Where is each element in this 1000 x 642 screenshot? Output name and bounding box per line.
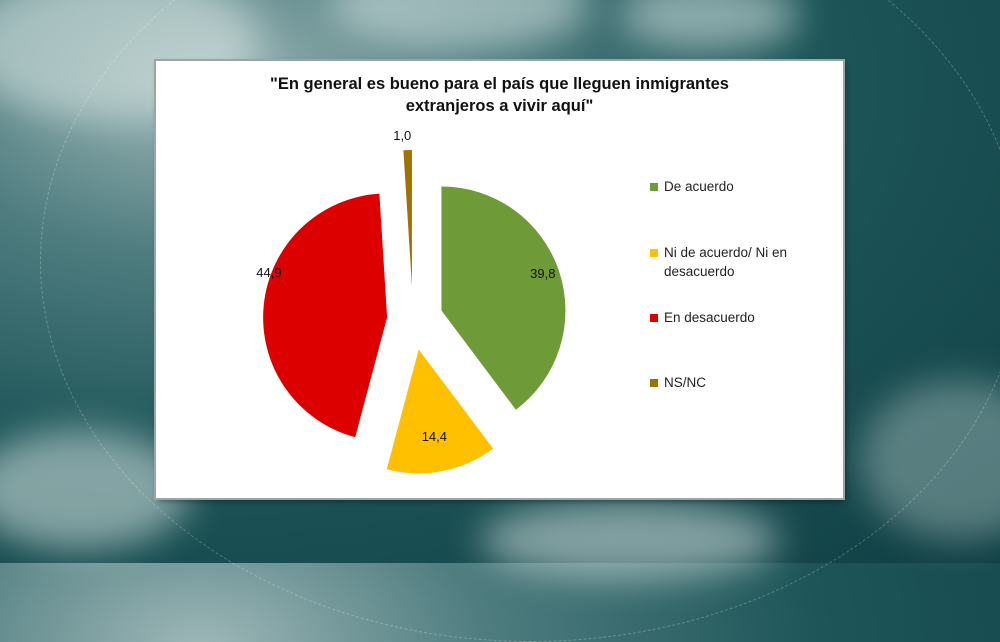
chart-title-line-1: "En general es bueno para el país que ll… bbox=[270, 75, 729, 93]
legend-label: De acuerdo bbox=[664, 179, 734, 194]
legend-swatch bbox=[650, 249, 658, 257]
legend-label: Ni de acuerdo/ Ni en desacuerdo bbox=[664, 245, 788, 279]
chart-title-line-2: extranjeros a vivir aquí" bbox=[405, 97, 594, 115]
legend-item-en-desacuerdo: En desacuerdo bbox=[650, 308, 820, 327]
legend-swatch bbox=[650, 183, 658, 191]
legend-item-ns-nc: NS/NC bbox=[650, 373, 820, 392]
pie-slice-en-desacuerdo bbox=[263, 193, 388, 438]
data-label-de-acuerdo: 39,8 bbox=[530, 266, 556, 282]
chart-panel: "En general es bueno para el país que ll… bbox=[156, 61, 843, 498]
data-label-en-desacuerdo: 44,9 bbox=[256, 264, 282, 280]
pie-slice-ni-de-acuerdo bbox=[386, 349, 494, 474]
data-label-ns-nc: 1,0 bbox=[393, 128, 412, 144]
legend-label: NS/NC bbox=[664, 375, 707, 390]
chart-title: "En general es bueno para el país que ll… bbox=[156, 73, 843, 117]
data-label-ni-de-acuerdo: 14,4 bbox=[421, 429, 447, 445]
pie-chart bbox=[263, 150, 566, 474]
pie-slice-de-acuerdo bbox=[441, 186, 566, 410]
legend-item-ni-de-acuerdo: Ni de acuerdo/ Ni en desacuerdo bbox=[650, 243, 820, 281]
legend-swatch bbox=[650, 314, 658, 322]
pie-slice-ns-nc bbox=[403, 150, 412, 287]
legend-swatch bbox=[650, 379, 658, 387]
legend-label: En desacuerdo bbox=[664, 310, 755, 325]
legend-item-de-acuerdo: De acuerdo bbox=[650, 177, 820, 196]
